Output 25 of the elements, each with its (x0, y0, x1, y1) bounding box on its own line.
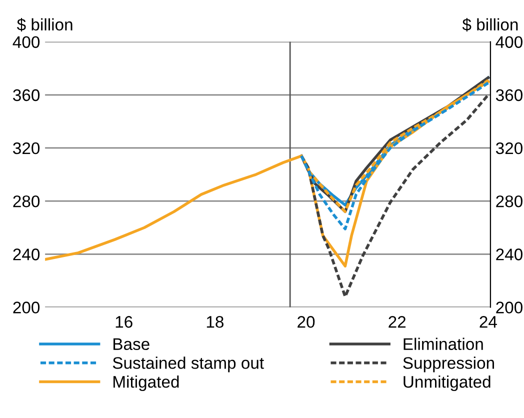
y2-tick-label: 360 (496, 89, 522, 102)
x-tick-label: 20 (298, 316, 315, 328)
legend-label: Unmitigated (404, 376, 490, 392)
x-tick-label: 24 (480, 316, 497, 328)
legend-label: Elimination (404, 338, 483, 350)
y-tick-label: 360 (13, 89, 40, 102)
x-tick-label: 18 (206, 316, 224, 328)
y2-tick-label: 320 (496, 142, 522, 154)
y-axis-title: $ billion (16, 18, 72, 32)
y-tick-label: 400 (12, 36, 40, 48)
legend-label: Mitigated (114, 376, 179, 392)
y2-tick-label: 280 (496, 195, 522, 208)
y-tick-label: 280 (13, 195, 40, 208)
legend-label: Sustained stamp out (112, 356, 264, 372)
x-tick-label: 22 (388, 316, 406, 328)
y-tick-label: 240 (13, 248, 40, 260)
y2-tick-label: 400 (496, 36, 522, 48)
y2-tick-label: 240 (496, 248, 522, 260)
y-tick-label: 200 (13, 302, 40, 314)
y2-tick-label: 200 (496, 302, 522, 314)
y2-axis-title: $ billion (462, 18, 518, 32)
legend-label: Suppression (403, 356, 494, 372)
y-tick-label: 320 (13, 142, 40, 154)
legend-label: Base (114, 338, 150, 350)
x-tick-label: 16 (116, 316, 132, 328)
